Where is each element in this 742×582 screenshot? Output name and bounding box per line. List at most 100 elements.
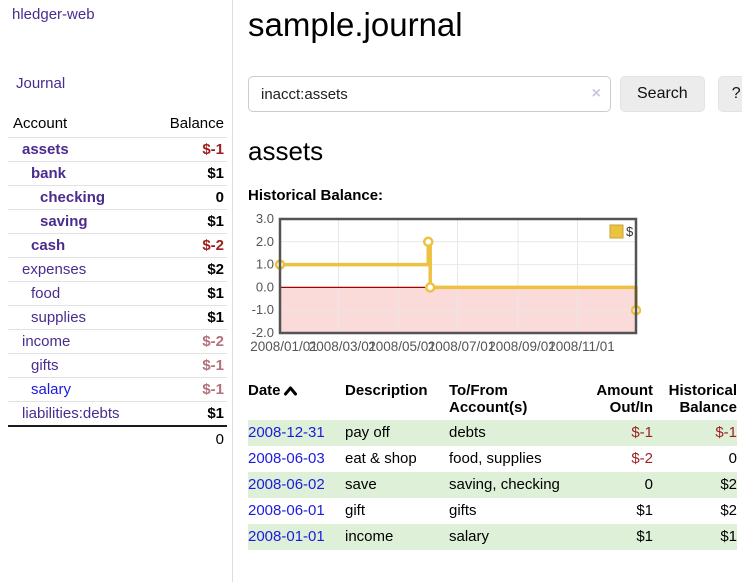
- account-balance: $1: [207, 405, 224, 422]
- sidebar: hledger-web Journal Account Balance asse…: [0, 0, 233, 582]
- svg-text:-1.0: -1.0: [252, 302, 274, 317]
- svg-text:3.0: 3.0: [256, 211, 274, 226]
- transaction-description: income: [345, 528, 394, 545]
- account-row: checking 0: [8, 185, 227, 209]
- account-link[interactable]: income: [22, 333, 71, 350]
- transaction-date-link[interactable]: 2008-06-01: [248, 502, 325, 519]
- account-balance: $-1: [202, 381, 224, 398]
- transaction-row: 2008-01-01 income salary $1 $1: [248, 524, 737, 550]
- transaction-amount: $1: [636, 528, 653, 545]
- account-balance: $-2: [202, 237, 224, 254]
- transaction-description: eat & shop: [345, 450, 417, 467]
- account-balance: 0: [215, 189, 224, 206]
- account-balance: $-1: [202, 141, 224, 158]
- account-row: saving $1: [8, 209, 227, 233]
- help-button[interactable]: ?: [717, 76, 742, 112]
- column-header-description: Description: [345, 382, 428, 399]
- account-row: assets $-1: [8, 137, 227, 161]
- register-table: Date Description To/From Account(s) Amou…: [248, 380, 737, 550]
- account-tree: assets $-1 bank $1 checking 0 saving $1 cash $-2 e…: [8, 137, 227, 425]
- total-balance: 0: [215, 431, 224, 448]
- account-row: food $1: [8, 281, 227, 305]
- svg-text:2008/01/01: 2008/01/01: [250, 339, 318, 354]
- account-link[interactable]: food: [31, 285, 61, 302]
- search-input[interactable]: [248, 76, 611, 112]
- account-table-header: Account Balance: [8, 112, 227, 137]
- account-balance: $1: [207, 165, 224, 182]
- account-link[interactable]: cash: [31, 237, 66, 254]
- svg-text:0.0: 0.0: [256, 279, 274, 294]
- column-header-balance: Historical Balance: [668, 382, 737, 416]
- historical-balance-chart[interactable]: $3.0 2.0 1.0 0.0 -1.0 -2.0 2008/01/01 2008/03/0…: [248, 211, 742, 364]
- search-bar: × Search ?: [248, 76, 742, 112]
- transaction-description: save: [345, 476, 377, 493]
- transaction-balance: $2: [720, 476, 737, 493]
- account-row: liabilities:debts $1: [8, 401, 227, 425]
- chart-legend: $: [609, 224, 634, 239]
- transaction-accounts: gifts: [449, 502, 477, 519]
- main-content: sample.journal × Search ? assets Histori…: [233, 0, 742, 582]
- transaction-amount: $1: [636, 502, 653, 519]
- svg-text:$: $: [626, 224, 634, 239]
- transaction-accounts: food, supplies: [449, 450, 542, 467]
- brand-link[interactable]: hledger-web: [12, 6, 95, 23]
- account-row: supplies $1: [8, 305, 227, 329]
- transaction-accounts: salary: [449, 528, 490, 545]
- page-title: sample.journal: [248, 6, 463, 43]
- account-link[interactable]: gifts: [31, 357, 59, 374]
- column-header-amount: Amount Out/In: [596, 382, 653, 416]
- transaction-balance: 0: [728, 450, 737, 467]
- transaction-row: 2008-06-02 save saving, checking 0 $2: [248, 472, 737, 498]
- account-link[interactable]: saving: [40, 213, 88, 230]
- transaction-balance: $1: [720, 528, 737, 545]
- account-page-title: assets: [248, 136, 324, 166]
- account-row: expenses $2: [8, 257, 227, 281]
- chart-label: Historical Balance:: [248, 187, 384, 204]
- transaction-amount: 0: [644, 476, 653, 493]
- clear-search-icon[interactable]: ×: [591, 85, 601, 102]
- transaction-accounts: saving, checking: [449, 476, 560, 493]
- transaction-row: 2008-12-31 pay off debts $-1 $-1: [248, 420, 737, 446]
- account-link[interactable]: expenses: [22, 261, 87, 278]
- transaction-amount: $-1: [631, 424, 653, 441]
- account-link[interactable]: assets: [22, 141, 69, 158]
- transaction-date-link[interactable]: 2008-12-31: [248, 424, 325, 441]
- account-balance: $2: [207, 261, 224, 278]
- account-link[interactable]: bank: [31, 165, 67, 182]
- svg-text:2008/05/01: 2008/05/01: [368, 339, 436, 354]
- search-button[interactable]: Search: [620, 76, 705, 112]
- account-balance: $1: [207, 309, 224, 326]
- transaction-accounts: debts: [449, 424, 486, 441]
- account-link[interactable]: supplies: [31, 309, 87, 326]
- account-column-header: Account: [13, 115, 68, 132]
- account-total-row: 0: [8, 425, 227, 451]
- transaction-date-link[interactable]: 2008-01-01: [248, 528, 325, 545]
- transaction-description: pay off: [345, 424, 390, 441]
- column-header-date[interactable]: Date: [248, 380, 345, 420]
- svg-text:2008/03/01: 2008/03/01: [309, 339, 377, 354]
- transaction-description: gift: [345, 502, 366, 519]
- account-row: salary $-1: [8, 377, 227, 401]
- account-link[interactable]: liabilities:debts: [22, 405, 120, 422]
- sidebar-item-journal[interactable]: Journal: [16, 75, 66, 92]
- account-balance: $1: [207, 213, 224, 230]
- transaction-amount: $-2: [631, 450, 653, 467]
- svg-text:2008/11/01: 2008/11/01: [548, 339, 615, 354]
- account-row: cash $-2: [8, 233, 227, 257]
- svg-text:2008/07/01: 2008/07/01: [428, 339, 496, 354]
- svg-text:-2.0: -2.0: [252, 325, 274, 340]
- transaction-date-link[interactable]: 2008-06-03: [248, 450, 325, 467]
- svg-text:1.0: 1.0: [256, 257, 274, 272]
- account-link[interactable]: salary: [31, 381, 72, 398]
- transaction-balance: $2: [720, 502, 737, 519]
- account-row: bank $1: [8, 161, 227, 185]
- svg-text:2008/09/01: 2008/09/01: [488, 339, 556, 354]
- sort-ascending-icon: [283, 383, 297, 400]
- register-table-header: Date Description To/From Account(s) Amou…: [248, 380, 737, 420]
- transaction-date-link[interactable]: 2008-06-02: [248, 476, 325, 493]
- account-link[interactable]: checking: [40, 189, 106, 206]
- transaction-row: 2008-06-03 eat & shop food, supplies $-2 0: [248, 446, 737, 472]
- account-row: gifts $-1: [8, 353, 227, 377]
- column-header-accounts: To/From Account(s): [449, 382, 528, 416]
